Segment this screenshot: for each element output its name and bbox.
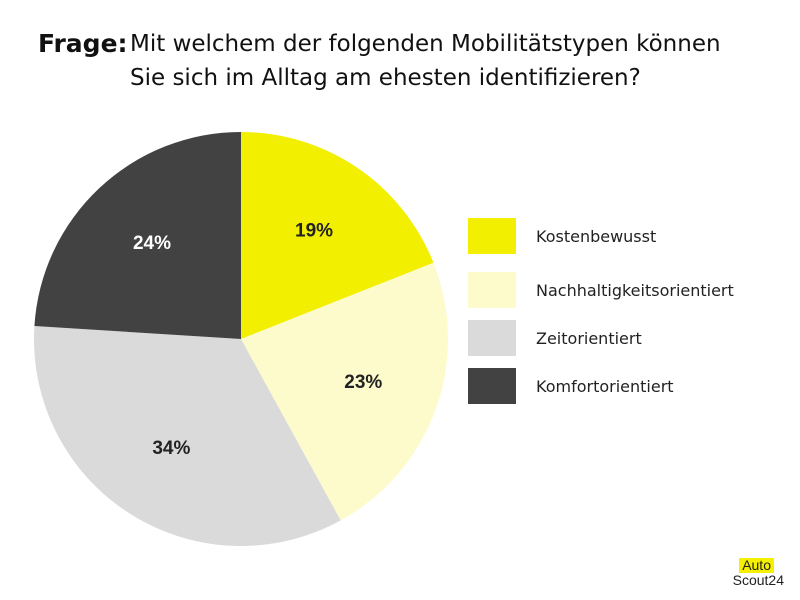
pie-label-kostenbewusst: 19% <box>295 220 333 241</box>
pie-label-nachhaltigkeitsorientiert: 23% <box>344 372 382 393</box>
logo-scout24-text: Scout24 <box>732 572 784 588</box>
question-text-line-2: Sie sich im Alltag am ehesten identifizi… <box>130 65 641 91</box>
pie-label-komfortorientiert: 24% <box>133 233 171 254</box>
legend-swatch-kostenbewusst <box>468 218 516 254</box>
legend-swatch-komfortorientiert <box>468 368 516 404</box>
question: Frage: Mit welchem der folgenden Mobilit… <box>38 26 778 95</box>
legend-item-komfortorientiert: Komfortorientiert <box>468 368 674 404</box>
question-text-line-1: Mit welchem der folgenden Mobilitätstype… <box>130 31 721 57</box>
pie-slice-kostenbewusst <box>241 132 434 339</box>
autoscout24-logo: Auto Scout24 <box>733 558 784 588</box>
logo-auto-text: Auto <box>739 558 774 573</box>
legend-item-zeitorientiert: Zeitorientiert <box>468 320 642 356</box>
pie-slice-zeitorientiert <box>34 326 341 546</box>
question-label: Frage: <box>38 29 128 58</box>
legend-swatch-nachhaltigkeitsorientiert <box>468 272 516 308</box>
legend-label-kostenbewusst: Kostenbewusst <box>536 226 657 246</box>
question-text: Mit welchem der folgenden Mobilitätstype… <box>130 26 721 95</box>
legend-label-komfortorientiert: Komfortorientiert <box>536 376 674 396</box>
legend-item-kostenbewusst: Kostenbewusst <box>468 218 656 254</box>
pie-label-zeitorientiert: 34% <box>152 438 190 459</box>
legend-item-nachhaltigkeitsorientiert: Nachhaltigkeitsorientiert <box>468 272 734 308</box>
legend-label-zeitorientiert: Zeitorientiert <box>536 328 642 348</box>
legend-swatch-zeitorientiert <box>468 320 516 356</box>
pie-slice-nachhaltigkeitsorientiert <box>241 262 449 521</box>
legend-label-nachhaltigkeitsorientiert: Nachhaltigkeitsorientiert <box>536 280 734 300</box>
pie-slice-komfortorientiert <box>34 132 242 339</box>
